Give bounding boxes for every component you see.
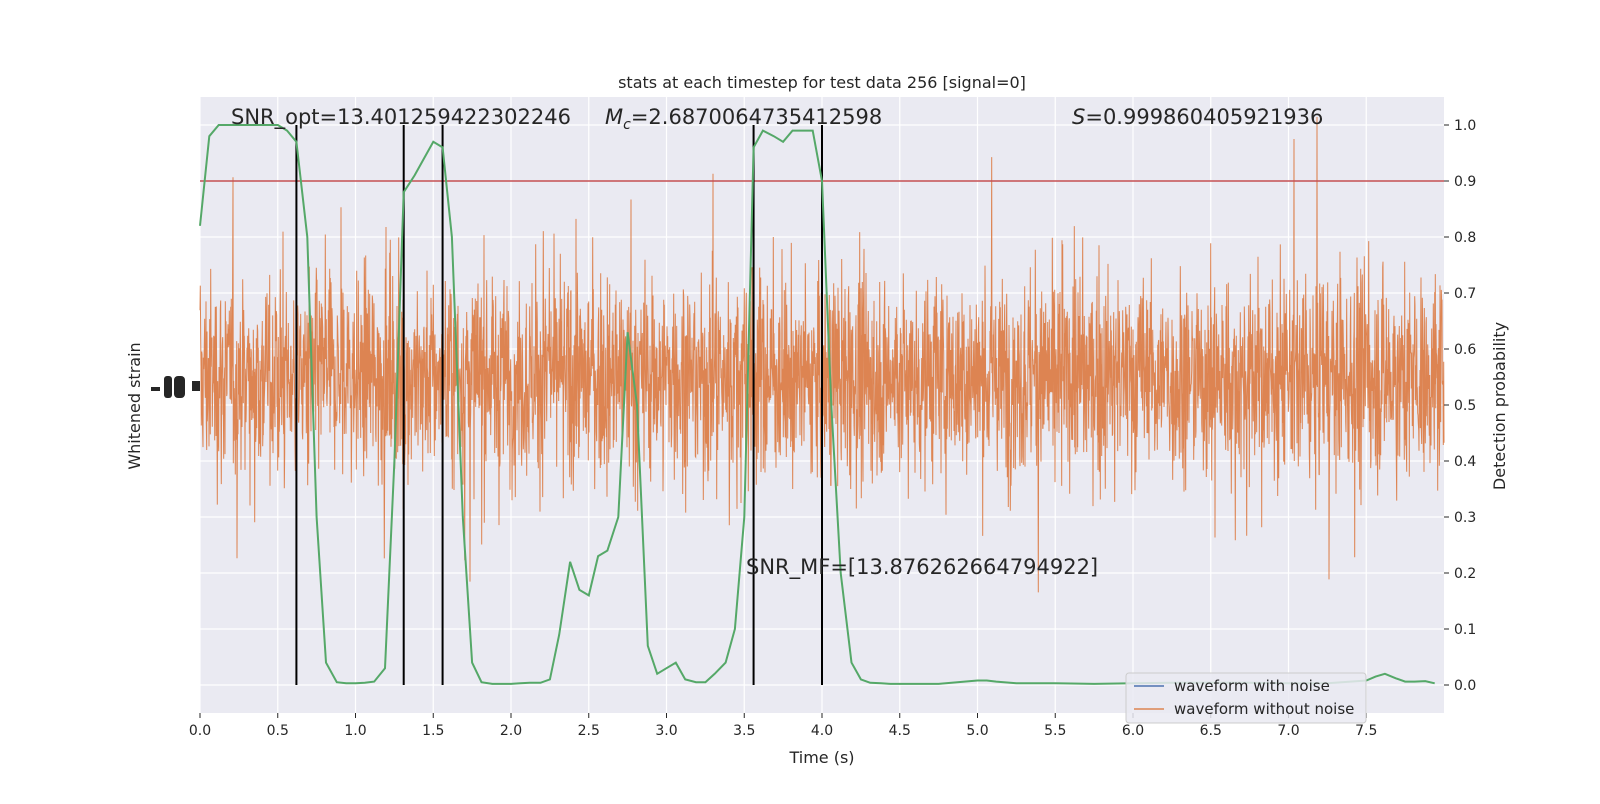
x-tick-label: 3.0 [655,723,677,739]
y-axis-left-overlapping-tick-labels [151,376,200,398]
x-tick-label: 7.5 [1355,723,1377,739]
y-tick-label: 0.3 [1454,510,1476,526]
x-tick-label: 0.5 [267,723,289,739]
annotation-snr-opt: SNR_opt=13.401259422302246 [231,105,571,130]
legend-label-with-noise: waveform with noise [1174,677,1330,695]
legend-box [1125,672,1367,724]
x-tick-label: 1.0 [344,723,366,739]
annotation-chirp-mass: Mc=2.6870064735412598 [605,105,882,133]
legend-label-without-noise: waveform without noise [1174,700,1354,718]
x-tick-label: 4.0 [811,723,833,739]
annotation-snr-mf: SNR_MF=[13.876262664794922] [746,555,1098,580]
x-tick-label: 5.5 [1044,723,1066,739]
x-tick-label: 2.5 [578,723,600,739]
y-tick-label: 0.8 [1454,230,1476,246]
annotation-chirp-mass-subscript: c [623,117,631,133]
x-tick-label: 7.0 [1277,723,1299,739]
annotation-chirp-mass-symbol: M [605,105,623,129]
x-axis-ticks: 0.0 0.5 1.0 1.5 2.0 2.5 3.0 3.5 4.0 4.5 5.0 5.5 6.0 6… [189,713,1377,739]
y-axis-left-label: Whitened strain [125,342,144,469]
x-tick-label: 3.5 [733,723,755,739]
y-tick-label: 0.6 [1454,342,1476,358]
y-tick-label: 0.5 [1454,398,1476,414]
y-tick-label: 1.0 [1454,118,1476,134]
annotation-score-value: =0.999860405921936 [1085,105,1323,129]
legend: waveform with noise waveform without noi… [1125,672,1367,724]
x-tick-label: 5.0 [966,723,988,739]
x-tick-label: 6.0 [1122,723,1144,739]
y-axis-right-label: Detection probability [1490,322,1509,490]
y-tick-label: 0.2 [1454,566,1476,582]
annotation-score: S=0.999860405921936 [1072,105,1323,129]
x-tick-label: 4.5 [889,723,911,739]
y-tick-label: 0.4 [1454,454,1476,470]
y-tick-label: 0.0 [1454,678,1476,694]
y-tick-label: 0.9 [1454,174,1476,190]
x-tick-label: 6.5 [1200,723,1222,739]
x-tick-label: 1.5 [422,723,444,739]
y-tick-label: 0.7 [1454,286,1476,302]
y-axis-right-ticks: 0.0 0.1 0.2 0.3 0.4 0.5 0.6 0.7 0.8 0.9 1.0 [1444,118,1476,694]
chart-title: stats at each timestep for test data 256… [618,73,1026,92]
detection-probability-line [199,124,1435,685]
x-tick-label: 0.0 [189,723,211,739]
x-tick-label: 2.0 [500,723,522,739]
annotation-chirp-mass-value: =2.6870064735412598 [631,105,882,129]
y-tick-label: 0.1 [1454,622,1476,638]
x-axis-label: Time (s) [788,748,854,767]
annotation-score-symbol: S [1072,105,1085,129]
